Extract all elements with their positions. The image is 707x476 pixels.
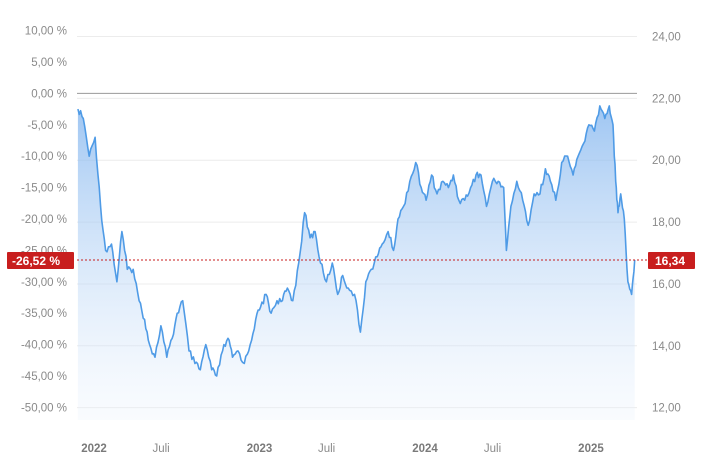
left-axis: 10,00 % 5,00 % 0,00 % -5,00 % -10,00 % -15,00… bbox=[21, 26, 67, 415]
right-tick-label: 12,00 bbox=[652, 403, 681, 415]
x-tick-month-label: Juli bbox=[484, 443, 501, 455]
series-line bbox=[77, 105, 636, 377]
x-tick-year-label: 2023 bbox=[247, 443, 273, 455]
right-tick-label: 20,00 bbox=[652, 155, 681, 167]
line-layer bbox=[77, 105, 636, 377]
left-tick-label: -30,00 % bbox=[21, 277, 67, 289]
x-tick-year-label: 2024 bbox=[412, 443, 438, 455]
right-tick-label: 16,00 bbox=[652, 279, 681, 291]
x-tick-year-label: 2022 bbox=[81, 443, 107, 455]
x-tick-year-label: 2025 bbox=[578, 443, 604, 455]
right-tick-label: 24,00 bbox=[652, 32, 681, 44]
left-tick-label: -20,00 % bbox=[21, 214, 67, 226]
left-tick-label: -50,00 % bbox=[21, 402, 67, 414]
left-tick-label: 10,00 % bbox=[25, 26, 67, 38]
current-price-badge bbox=[648, 251, 695, 269]
right-tick-label: 22,00 bbox=[652, 93, 681, 105]
x-tick-month-label: Juli bbox=[152, 443, 169, 455]
current-percent-label: -26,52 % bbox=[12, 254, 60, 268]
left-tick-label: 5,00 % bbox=[31, 57, 67, 69]
left-tick-label: 0,00 % bbox=[31, 88, 67, 100]
left-tick-label: -10,00 % bbox=[21, 151, 67, 163]
x-axis: 2022 Juli 2023 Juli 2024 Juli 2025 bbox=[81, 443, 604, 455]
left-tick-label: -35,00 % bbox=[21, 308, 67, 320]
badge-layer: -26,52 % 16,34 bbox=[7, 251, 695, 269]
right-axis: 24,00 22,00 20,00 18,00 16,00 14,00 12,00 bbox=[652, 32, 681, 415]
current-percent-badge bbox=[7, 251, 74, 269]
area-layer bbox=[77, 105, 635, 421]
right-tick-label: 14,00 bbox=[652, 341, 681, 353]
right-tick-label: 18,00 bbox=[652, 217, 681, 229]
current-price-label: 16,34 bbox=[655, 254, 685, 268]
left-tick-label: -5,00 % bbox=[27, 120, 67, 132]
left-tick-label: -15,00 % bbox=[21, 183, 67, 195]
left-tick-label: -40,00 % bbox=[21, 340, 67, 352]
left-tick-label: -45,00 % bbox=[21, 371, 67, 383]
series-area-fill bbox=[77, 105, 635, 421]
x-tick-month-label: Juli bbox=[318, 443, 335, 455]
